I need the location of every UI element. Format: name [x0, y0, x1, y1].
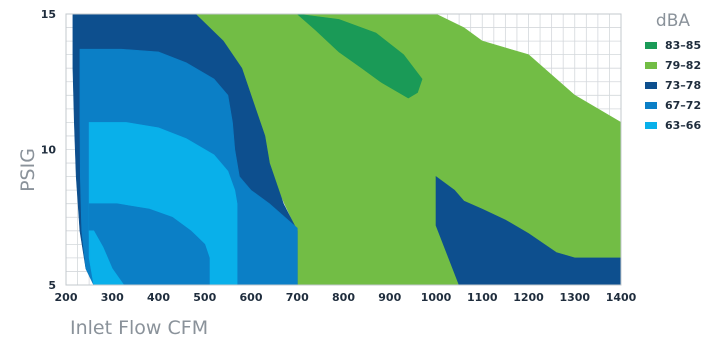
x-tick-label: 300 — [101, 291, 124, 304]
x-tick-label: 900 — [378, 291, 401, 304]
x-tick-label: 1100 — [467, 291, 498, 304]
legend-swatch — [645, 82, 657, 89]
x-tick-label: 600 — [240, 291, 263, 304]
x-tick-label: 1200 — [513, 291, 544, 304]
x-tick-label: 500 — [193, 291, 216, 304]
region-63-66 — [88, 230, 125, 286]
contour-regions — [72, 13, 622, 286]
legend-swatch — [645, 42, 657, 49]
x-tick-label: 1300 — [559, 291, 590, 304]
y-tick-label: 10 — [41, 144, 57, 157]
legend-title: dBA — [656, 11, 690, 31]
x-tick-labels: 200 300 400 500 600 700 800 900 1000 1100 1200 1300… — [55, 291, 637, 304]
x-tick-label: 700 — [286, 291, 309, 304]
x-tick-label: 400 — [147, 291, 170, 304]
plot-frame — [65, 13, 622, 286]
legend-swatch — [645, 62, 657, 69]
legend-swatch — [645, 122, 657, 129]
legend-label: 83–85 — [665, 39, 701, 52]
y-tick-labels: 5 10 15 — [41, 8, 57, 292]
region-83-85 — [296, 13, 423, 99]
y-tick-label: 15 — [41, 8, 56, 21]
legend-label: 79–82 — [665, 59, 701, 72]
y-axis-title: PSIG — [17, 148, 39, 192]
legend: 83–85 79–82 73–78 67–72 63–66 — [645, 39, 701, 132]
legend-label: 67–72 — [665, 99, 701, 112]
x-tick-label: 200 — [55, 291, 78, 304]
x-axis-title: Inlet Flow CFM — [70, 317, 208, 339]
y-tick-label: 5 — [48, 279, 56, 292]
legend-label: 73–78 — [665, 79, 701, 92]
x-tick-label: 1000 — [421, 291, 452, 304]
x-tick-label: 800 — [332, 291, 355, 304]
x-tick-label: 1400 — [606, 291, 637, 304]
legend-label: 63–66 — [665, 119, 701, 132]
legend-swatch — [645, 102, 657, 109]
